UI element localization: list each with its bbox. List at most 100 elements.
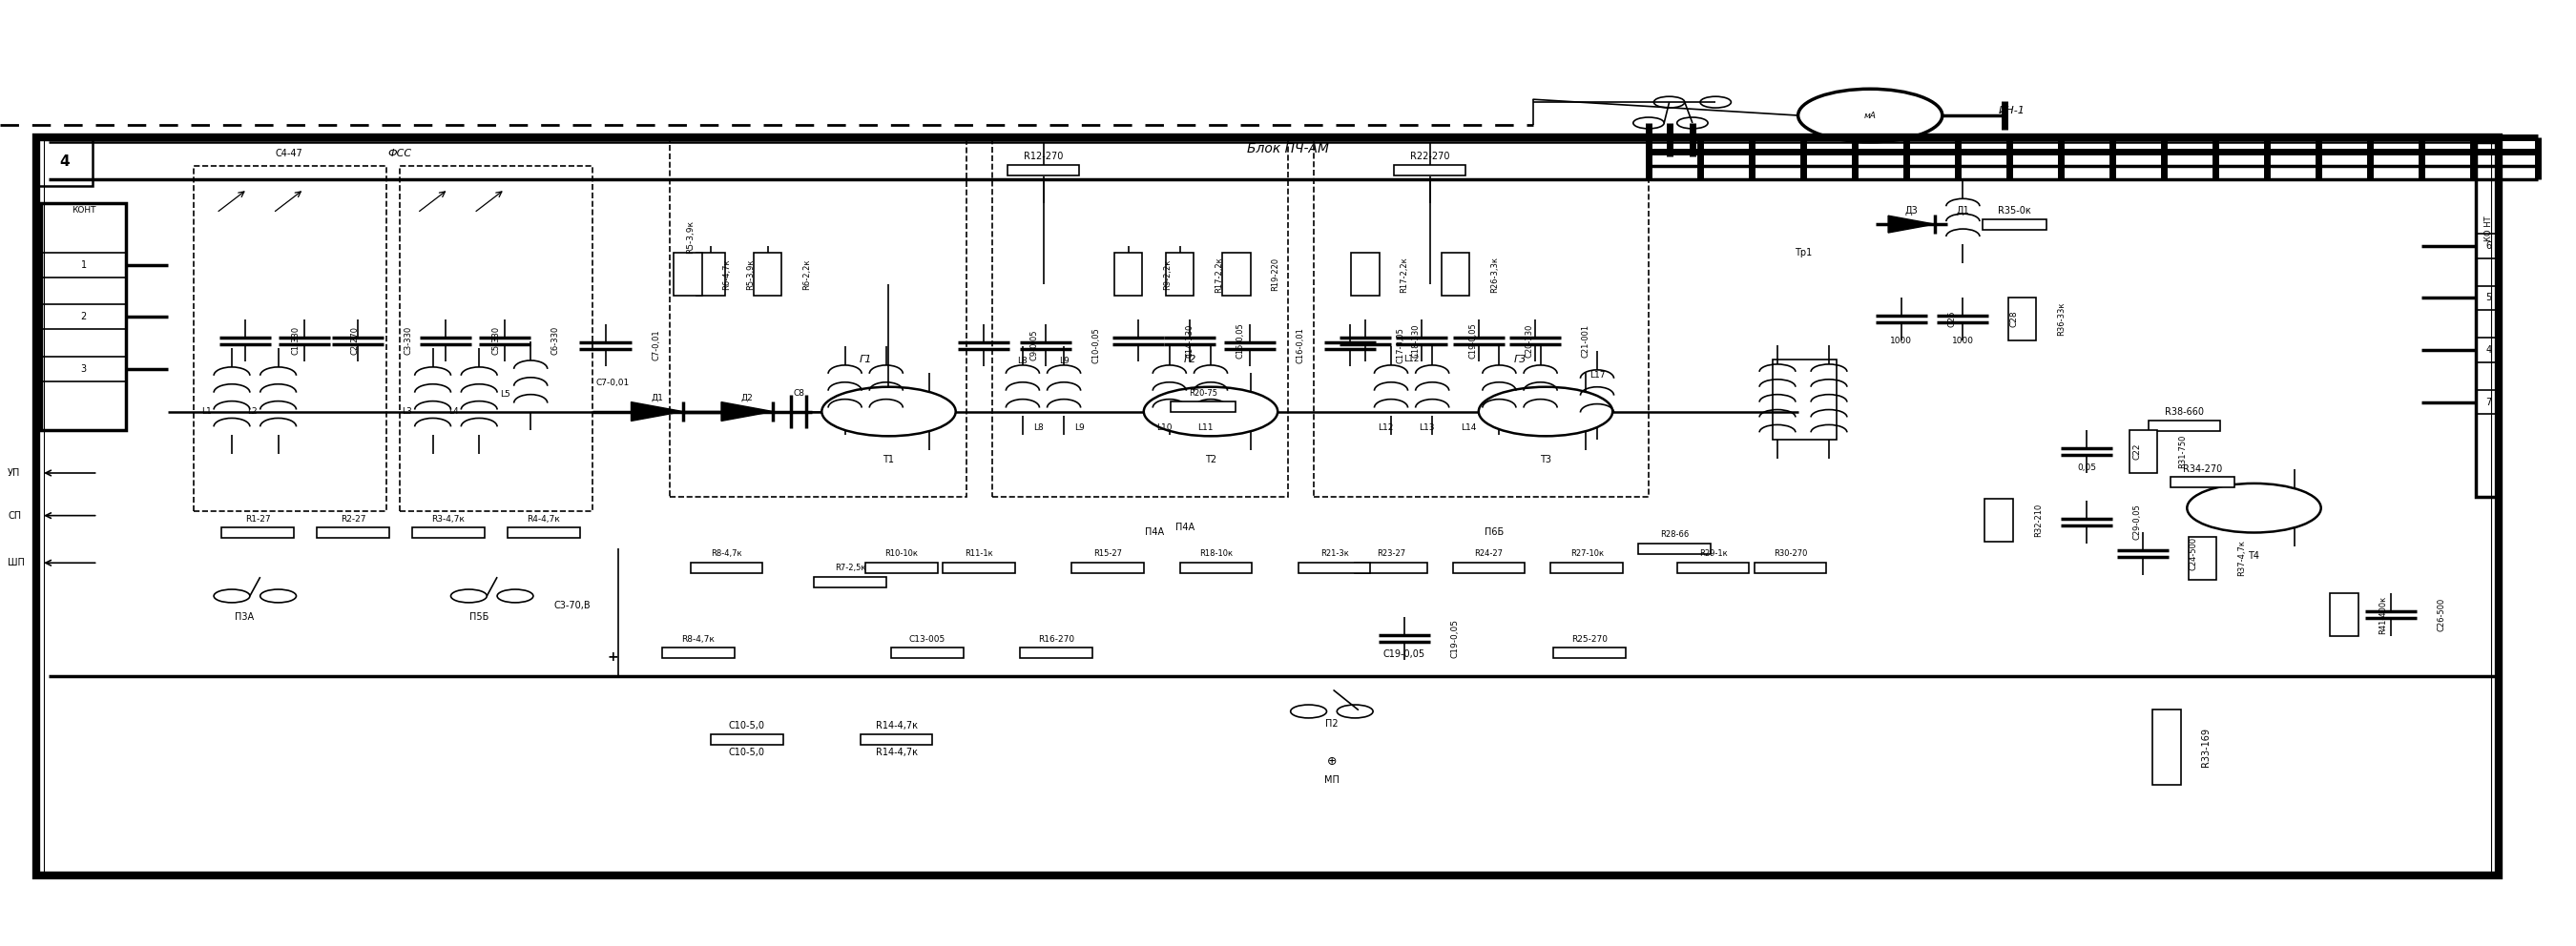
Text: R21-3к: R21-3к — [1319, 550, 1350, 558]
Bar — [711, 734, 783, 745]
Circle shape — [1337, 705, 1373, 718]
Text: R16-270: R16-270 — [1038, 635, 1074, 643]
Text: С22: С22 — [2133, 443, 2141, 460]
Text: С10-0,05: С10-0,05 — [1092, 327, 1100, 363]
Text: С17-0,05: С17-0,05 — [1396, 327, 1404, 363]
Bar — [36, 137, 93, 186]
Text: L8: L8 — [1033, 423, 1043, 432]
Text: С25: С25 — [1947, 310, 1955, 327]
Bar — [1551, 562, 1623, 573]
Bar — [891, 647, 963, 658]
Text: КО НТ: КО НТ — [2483, 217, 2494, 241]
Text: R37-4,7к: R37-4,7к — [2236, 540, 2246, 576]
Text: С24-500: С24-500 — [2190, 536, 2197, 570]
Bar — [2476, 142, 2499, 497]
Text: С26-500: С26-500 — [2437, 598, 2445, 632]
Text: П5Б: П5Б — [469, 612, 489, 622]
Circle shape — [1677, 117, 1708, 129]
Text: 7: 7 — [2486, 397, 2491, 407]
Text: R10-10к: R10-10к — [886, 550, 917, 558]
Bar — [1772, 359, 1837, 440]
Bar — [670, 137, 966, 497]
Text: Д1: Д1 — [1955, 206, 1971, 216]
Text: R28-66: R28-66 — [1659, 531, 1690, 539]
Polygon shape — [1888, 216, 1935, 233]
Text: ФСС: ФСС — [386, 149, 412, 158]
Text: L9: L9 — [1059, 357, 1069, 366]
Text: L9: L9 — [1074, 423, 1084, 432]
Text: L5: L5 — [500, 390, 510, 399]
Text: T2: T2 — [1206, 455, 1216, 464]
Bar — [1170, 401, 1236, 412]
Text: R8-4,7к: R8-4,7к — [683, 635, 714, 643]
Text: П2: П2 — [1324, 719, 1340, 728]
Text: T4: T4 — [2249, 552, 2259, 561]
Text: L12: L12 — [1378, 423, 1394, 432]
Text: Г2: Г2 — [1185, 355, 1195, 364]
Bar — [41, 253, 126, 277]
Text: Тр1: Тр1 — [1795, 248, 1811, 257]
Text: С14-330: С14-330 — [1185, 324, 1193, 358]
Text: С6-330: С6-330 — [551, 326, 559, 355]
Bar — [690, 562, 762, 573]
Bar — [675, 253, 701, 295]
Bar — [866, 562, 938, 573]
Text: С1-330: С1-330 — [291, 326, 299, 355]
Text: 0,05: 0,05 — [2076, 463, 2097, 472]
Bar — [860, 734, 933, 745]
Text: R6-4,7к: R6-4,7к — [721, 259, 732, 289]
Text: L8: L8 — [1018, 357, 1028, 366]
Text: R6-2,2к: R6-2,2к — [801, 259, 811, 289]
Text: R12-270: R12-270 — [1023, 151, 1064, 162]
Bar — [1394, 165, 1466, 176]
Text: С10-5,0: С10-5,0 — [729, 721, 765, 731]
Circle shape — [822, 387, 956, 436]
Text: 2: 2 — [80, 312, 88, 322]
Text: П3А: П3А — [234, 612, 255, 622]
Circle shape — [1700, 96, 1731, 108]
Bar — [41, 203, 126, 430]
Polygon shape — [721, 402, 773, 421]
Text: L11: L11 — [1198, 423, 1213, 432]
Text: R33-169: R33-169 — [2200, 727, 2210, 767]
Bar — [412, 528, 484, 537]
Bar — [2151, 710, 2179, 785]
Text: С2-270: С2-270 — [350, 326, 358, 355]
Bar — [1007, 165, 1079, 176]
Bar — [1986, 499, 2014, 541]
Text: R8-4,7к: R8-4,7к — [711, 550, 742, 558]
Text: УП: УП — [8, 468, 21, 478]
Text: R26-3,3к: R26-3,3к — [1489, 256, 1499, 292]
Text: С21-001: С21-001 — [1582, 324, 1589, 358]
Bar — [1180, 562, 1252, 573]
Text: С16-0,01: С16-0,01 — [1296, 327, 1303, 363]
Text: Г3: Г3 — [1515, 355, 1525, 364]
Text: Д3: Д3 — [1904, 206, 1919, 216]
Circle shape — [497, 589, 533, 603]
Text: С7-0,01: С7-0,01 — [595, 378, 631, 388]
Text: 4: 4 — [2486, 345, 2491, 355]
Text: П4А: П4А — [1175, 522, 1195, 532]
Text: С5-330: С5-330 — [492, 326, 500, 355]
Text: R35-0к: R35-0к — [1999, 205, 2030, 216]
Circle shape — [214, 589, 250, 603]
Text: С15-0,05: С15-0,05 — [1236, 323, 1244, 359]
Text: П6Б: П6Б — [1484, 528, 1504, 537]
Text: R22-270: R22-270 — [1409, 151, 1450, 162]
Bar — [1984, 219, 2045, 229]
Text: R17-2,2к: R17-2,2к — [1216, 256, 1224, 292]
Bar — [41, 357, 126, 381]
Text: МП: МП — [1324, 776, 1340, 785]
Text: 4: 4 — [59, 154, 70, 169]
Bar — [1164, 253, 1193, 295]
Text: R5-3,9к: R5-3,9к — [685, 219, 696, 254]
Text: ШП: ШП — [8, 558, 26, 568]
Circle shape — [1144, 387, 1278, 436]
Text: R19-220: R19-220 — [1273, 257, 1280, 291]
Text: T3: T3 — [1540, 455, 1551, 464]
Bar — [2148, 420, 2221, 430]
Bar — [193, 166, 386, 511]
Text: R14-4,7к: R14-4,7к — [876, 721, 917, 731]
Bar — [696, 253, 726, 295]
Text: С29-0,05: С29-0,05 — [2133, 504, 2141, 540]
